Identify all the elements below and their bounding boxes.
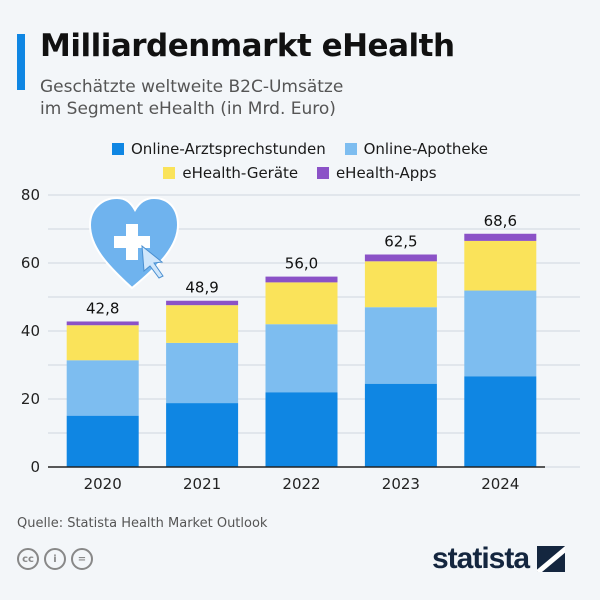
- bar-segment: [66, 415, 139, 467]
- chart-title: Milliardenmarkt eHealth: [40, 28, 455, 64]
- bar-segment: [464, 290, 537, 377]
- y-tick-label: 40: [21, 322, 40, 340]
- total-label: 42,8: [86, 299, 119, 317]
- bar-segment: [166, 403, 239, 467]
- bar-segment: [66, 321, 139, 326]
- legend-row-2: eHealth-Geräte eHealth-Apps: [0, 164, 600, 183]
- bar-segment: [364, 383, 437, 467]
- y-tick-label: 60: [21, 254, 40, 272]
- bar-segment: [464, 376, 537, 467]
- total-label: 56,0: [285, 255, 318, 273]
- y-tick-label: 80: [21, 186, 40, 204]
- legend-label: Online-Apotheke: [363, 140, 488, 158]
- total-label: 68,6: [484, 212, 517, 230]
- y-tick-label: 0: [30, 458, 40, 476]
- heart-health-icon: [88, 196, 180, 290]
- legend-swatch: [163, 167, 176, 179]
- legend-item: Online-Arztsprechstunden: [112, 140, 326, 158]
- by-icon: i: [44, 548, 66, 570]
- bar-segment: [66, 360, 139, 416]
- x-tick-label: 2020: [84, 475, 122, 493]
- legend-label: eHealth-Apps: [335, 164, 437, 182]
- logo-mark-icon: [537, 546, 566, 572]
- bar-segment: [265, 324, 338, 393]
- y-tick-label: 20: [21, 390, 40, 408]
- bar-segment: [166, 300, 239, 306]
- legend-item: Online-Apotheke: [344, 140, 488, 158]
- bar-segment: [66, 325, 139, 361]
- bar-segment: [265, 392, 338, 467]
- legend-row-1: Online-Arztsprechstunden Online-Apotheke: [0, 140, 600, 159]
- legend-item: eHealth-Apps: [316, 164, 437, 182]
- title-accent-bar: [17, 34, 25, 90]
- bar-segment: [265, 276, 338, 283]
- bar-segment: [464, 233, 537, 241]
- total-label: 48,9: [185, 279, 218, 297]
- bar-segment: [464, 240, 537, 291]
- bar-segment: [364, 307, 437, 384]
- subtitle-line-1: Geschätzte weltweite B2C-Umsätze: [40, 77, 344, 97]
- statista-logo: statista: [432, 542, 566, 576]
- bar-segment: [166, 342, 239, 404]
- subtitle-line-2: im Segment eHealth (in Mrd. Euro): [40, 99, 336, 119]
- bar-segment: [364, 254, 437, 262]
- bar-segment: [166, 305, 239, 343]
- legend-label: Online-Arztsprechstunden: [131, 140, 326, 158]
- legend-swatch: [316, 167, 329, 179]
- legend-item: eHealth-Geräte: [163, 164, 298, 182]
- nd-icon: =: [71, 548, 93, 570]
- chart-subtitle: Geschätzte weltweite B2C-Umsätze im Segm…: [40, 76, 560, 120]
- legend-swatch: [344, 143, 357, 155]
- source-note: Quelle: Statista Health Market Outlook: [17, 516, 268, 531]
- x-tick-label: 2024: [481, 475, 519, 493]
- total-label: 62,5: [384, 233, 417, 251]
- x-tick-label: 2023: [382, 475, 420, 493]
- bar-segment: [364, 261, 437, 308]
- license-icons: cc i =: [17, 548, 93, 570]
- logo-text: statista: [432, 542, 530, 575]
- x-tick-label: 2021: [183, 475, 221, 493]
- x-tick-label: 2022: [282, 475, 320, 493]
- bar-segment: [265, 282, 338, 325]
- cc-icon: cc: [17, 548, 39, 570]
- legend-swatch: [112, 143, 124, 155]
- legend-label: eHealth-Geräte: [182, 164, 299, 182]
